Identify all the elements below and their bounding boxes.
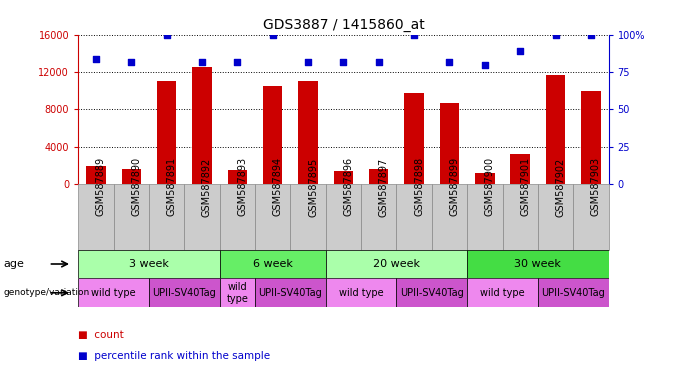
Text: wild
type: wild type: [226, 282, 248, 304]
Text: genotype/variation: genotype/variation: [3, 288, 90, 297]
Bar: [432, 184, 467, 250]
Bar: [78, 250, 220, 278]
Bar: [255, 278, 326, 307]
Point: [303, 58, 313, 65]
Text: GSM587891: GSM587891: [167, 157, 177, 217]
Title: GDS3887 / 1415860_at: GDS3887 / 1415860_at: [262, 18, 424, 32]
Point: [232, 58, 243, 65]
Bar: [290, 184, 326, 250]
Bar: [467, 250, 609, 278]
Text: GSM587897: GSM587897: [379, 157, 389, 217]
Bar: [228, 170, 247, 184]
Point: [126, 58, 137, 65]
Bar: [149, 184, 184, 250]
Bar: [86, 166, 105, 184]
Bar: [78, 184, 114, 250]
Bar: [440, 103, 459, 184]
Bar: [255, 184, 290, 250]
Text: GSM587901: GSM587901: [520, 157, 530, 217]
Bar: [581, 91, 600, 184]
Bar: [538, 278, 609, 307]
Point: [197, 58, 207, 65]
Bar: [263, 86, 282, 184]
Text: UPII-SV40Tag: UPII-SV40Tag: [400, 288, 464, 298]
Text: 30 week: 30 week: [515, 259, 561, 269]
Text: wild type: wild type: [480, 288, 525, 298]
Bar: [326, 278, 396, 307]
Bar: [538, 184, 573, 250]
Bar: [299, 81, 318, 184]
Bar: [122, 169, 141, 184]
Bar: [467, 278, 538, 307]
Point: [409, 31, 420, 38]
Bar: [503, 184, 538, 250]
Bar: [546, 75, 565, 184]
Bar: [157, 81, 176, 184]
Bar: [220, 250, 326, 278]
Point: [373, 58, 384, 65]
Bar: [184, 184, 220, 250]
Bar: [326, 184, 361, 250]
Text: 3 week: 3 week: [129, 259, 169, 269]
Bar: [396, 278, 467, 307]
Point: [90, 55, 101, 61]
Text: GSM587892: GSM587892: [202, 157, 212, 217]
Text: ■  percentile rank within the sample: ■ percentile rank within the sample: [78, 351, 271, 361]
Point: [585, 31, 596, 38]
Bar: [467, 184, 503, 250]
Point: [444, 58, 455, 65]
Text: GSM587890: GSM587890: [131, 157, 141, 217]
Bar: [475, 173, 494, 184]
Text: GSM587894: GSM587894: [273, 157, 283, 217]
Bar: [149, 278, 220, 307]
Bar: [220, 184, 255, 250]
Text: 6 week: 6 week: [253, 259, 292, 269]
Text: age: age: [3, 259, 24, 269]
Text: GSM587900: GSM587900: [485, 157, 495, 217]
Point: [161, 31, 172, 38]
Bar: [361, 184, 396, 250]
Bar: [220, 278, 255, 307]
Point: [479, 61, 490, 68]
Bar: [573, 184, 609, 250]
Bar: [114, 184, 149, 250]
Bar: [334, 171, 353, 184]
Bar: [369, 169, 388, 184]
Text: wild type: wild type: [91, 288, 136, 298]
Text: UPII-SV40Tag: UPII-SV40Tag: [152, 288, 216, 298]
Text: 20 week: 20 week: [373, 259, 420, 269]
Point: [338, 58, 349, 65]
Text: GSM587893: GSM587893: [237, 157, 248, 217]
Bar: [396, 184, 432, 250]
Text: GSM587898: GSM587898: [414, 157, 424, 217]
Text: GSM587896: GSM587896: [343, 157, 354, 217]
Text: GSM587903: GSM587903: [591, 157, 601, 217]
Bar: [405, 93, 424, 184]
Text: GSM587899: GSM587899: [449, 157, 460, 217]
Text: GSM587895: GSM587895: [308, 157, 318, 217]
Point: [550, 31, 561, 38]
Bar: [78, 278, 149, 307]
Text: wild type: wild type: [339, 288, 384, 298]
Text: ■  count: ■ count: [78, 330, 124, 340]
Text: GSM587889: GSM587889: [96, 157, 106, 217]
Point: [267, 31, 278, 38]
Bar: [511, 154, 530, 184]
Bar: [326, 250, 467, 278]
Text: GSM587902: GSM587902: [556, 157, 566, 217]
Text: UPII-SV40Tag: UPII-SV40Tag: [541, 288, 605, 298]
Point: [515, 48, 526, 54]
Bar: [192, 67, 211, 184]
Text: UPII-SV40Tag: UPII-SV40Tag: [258, 288, 322, 298]
